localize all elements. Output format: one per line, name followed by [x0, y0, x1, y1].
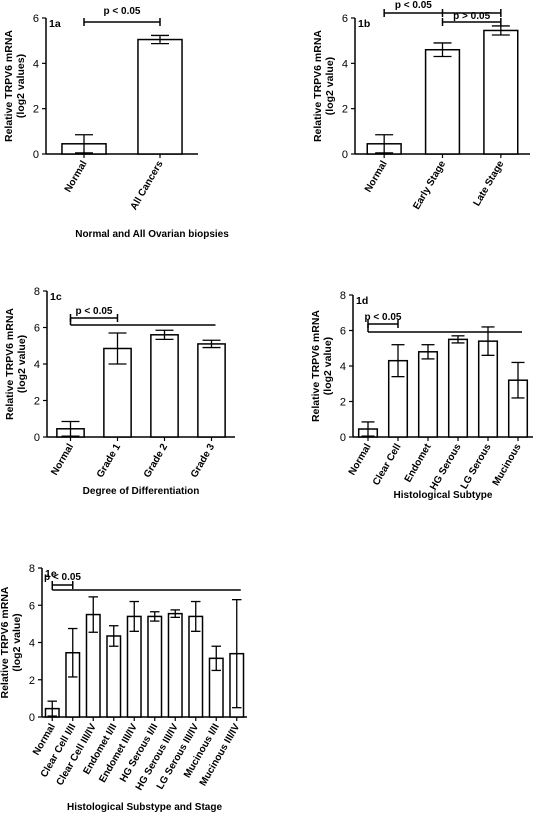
significance-label: p > 0.05	[453, 11, 490, 22]
bar	[106, 635, 122, 718]
x-tick-label: Grade 2	[142, 442, 170, 480]
y-axis-label: Relative TRPV6 mRNA	[310, 310, 322, 422]
y-tick-label: 4	[34, 359, 40, 371]
panel-label: 1d	[356, 295, 368, 307]
bar	[197, 343, 226, 438]
x-tick-label: Normal	[363, 159, 390, 195]
y-tick-label: 6	[342, 13, 348, 25]
y-tick-label: 8	[34, 286, 40, 298]
x-tick-label: Mucinous	[491, 442, 524, 488]
x-tick-label: Grade 3	[189, 442, 217, 480]
x-tick-label: Clear Cell	[371, 442, 404, 488]
significance-label: p < 0.05	[395, 0, 432, 11]
bar	[150, 334, 179, 438]
significance-label: p < 0.05	[44, 572, 81, 583]
y-tick-label: 8	[29, 563, 35, 575]
x-axis-label: Histological Substype and Stage	[67, 802, 222, 813]
y-tick-label: 4	[340, 361, 346, 373]
y-tick-label: 0	[33, 149, 39, 161]
x-axis-label: Normal and All Ovarian biopsies	[75, 229, 229, 240]
y-axis-label: (log2 value)	[324, 57, 336, 115]
bar	[167, 612, 183, 718]
y-tick-label: 2	[340, 397, 346, 409]
y-axis-label: (log2 value)	[322, 337, 334, 395]
panel-label: 1a	[49, 18, 61, 30]
y-tick-label: 2	[34, 396, 40, 408]
x-axis-label: Degree of Differentiation	[83, 486, 200, 497]
significance-label: p < 0.05	[104, 6, 141, 17]
y-tick-label: 2	[33, 104, 39, 116]
y-tick-label: 2	[342, 104, 348, 116]
y-tick-label: 0	[29, 712, 35, 724]
y-tick-label: 4	[33, 58, 39, 70]
y-axis-label: Relative TRPV6 mRNA	[0, 586, 11, 698]
y-axis-label: (log2 value)	[16, 335, 28, 393]
x-tick-label: Normal	[347, 442, 374, 478]
y-tick-label: 6	[34, 323, 40, 335]
y-tick-label: 8	[340, 290, 346, 302]
bar	[447, 338, 469, 438]
y-axis-label: Relative TRPV6 mRNA	[3, 30, 15, 142]
y-tick-label: 4	[342, 58, 348, 70]
x-tick-label: Grade 1	[95, 442, 123, 480]
y-tick-label: 0	[342, 149, 348, 161]
y-tick-label: 4	[29, 638, 35, 650]
y-tick-label: 6	[29, 600, 35, 612]
significance-label: p < 0.05	[76, 306, 113, 317]
bar	[417, 351, 439, 438]
x-axis-label: Histological Subtype	[394, 490, 493, 501]
y-axis-label: Relative TRPV6 mRNA	[312, 30, 324, 142]
x-tick-label: Normal	[63, 159, 90, 195]
bar	[147, 615, 163, 718]
y-tick-label: 0	[34, 432, 40, 444]
panel-label: 1e	[45, 568, 57, 580]
y-axis-label: Relative TRPV6 mRNA	[4, 308, 16, 420]
x-tick-label: All Cancers	[129, 159, 166, 213]
x-tick-label: Early Stage	[411, 159, 448, 212]
x-tick-label: Endomet	[403, 441, 434, 484]
bar	[483, 29, 519, 155]
y-tick-label: 0	[340, 432, 346, 444]
y-tick-label: 2	[29, 675, 35, 687]
x-tick-label: Normal	[49, 442, 76, 478]
y-tick-label: 6	[340, 326, 346, 338]
bar	[137, 38, 183, 155]
x-tick-label: LG Serous	[459, 442, 494, 492]
bar	[424, 48, 461, 155]
y-axis-label: (log2 value)	[11, 613, 23, 671]
panel-label: 1b	[358, 18, 370, 30]
panel-label: 1c	[50, 291, 62, 303]
y-axis-label: (log2 values)	[15, 54, 27, 118]
significance-label: p < 0.05	[365, 312, 402, 323]
y-tick-label: 6	[33, 13, 39, 25]
x-tick-label: Late Stage	[472, 159, 507, 209]
